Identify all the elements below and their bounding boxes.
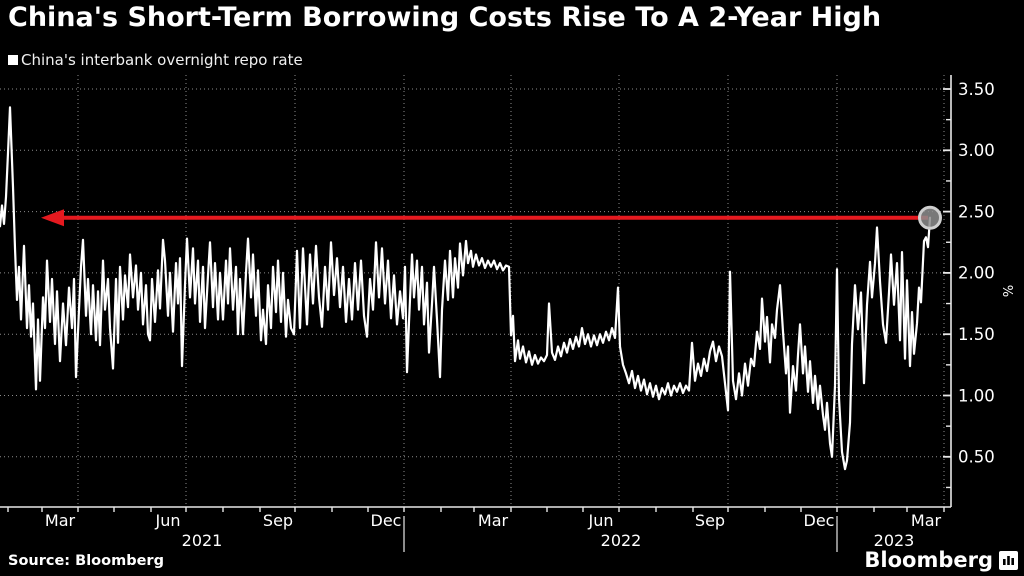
x-month-label: Mar	[45, 511, 76, 530]
y-tick-label: 2.00	[958, 264, 995, 283]
source-note: Source: Bloomberg	[8, 553, 164, 569]
x-month-label: Sep	[695, 511, 725, 530]
x-month-label: Jun	[155, 511, 181, 530]
legend-label: China's interbank overnight repo rate	[21, 51, 303, 69]
bloomberg-wordmark: Bloomberg	[864, 548, 993, 572]
x-year-label: 2023	[874, 531, 915, 550]
x-month-label: Mar	[478, 511, 509, 530]
y-tick-label: 1.50	[958, 325, 995, 344]
latest-point-marker	[918, 205, 942, 230]
y-tick-label: 0.50	[958, 448, 995, 467]
x-month-label: Jun	[588, 511, 614, 530]
x-year-label: 2021	[182, 531, 223, 550]
x-month-label: Sep	[263, 511, 293, 530]
legend-swatch-icon	[8, 55, 18, 65]
chart-title: China's Short-Term Borrowing Costs Rise …	[8, 2, 882, 33]
y-tick-label: 3.00	[958, 141, 995, 160]
y-tick-label: 3.50	[958, 80, 995, 99]
bloomberg-brand: Bloomberg	[864, 548, 1018, 572]
x-month-label: Mar	[911, 511, 942, 530]
bloomberg-logo-icon	[999, 550, 1018, 570]
y-tick-label: 2.50	[958, 202, 995, 221]
x-month-label: Dec	[804, 511, 835, 530]
x-year-label: 2022	[601, 531, 642, 550]
trend-arrow-head	[41, 209, 64, 227]
y-tick-label: 1.00	[958, 386, 995, 405]
x-month-label: Dec	[371, 511, 402, 530]
series-line	[0, 106, 932, 471]
legend: China's interbank overnight repo rate	[8, 51, 303, 69]
y-axis-unit-label: %	[1002, 285, 1017, 297]
